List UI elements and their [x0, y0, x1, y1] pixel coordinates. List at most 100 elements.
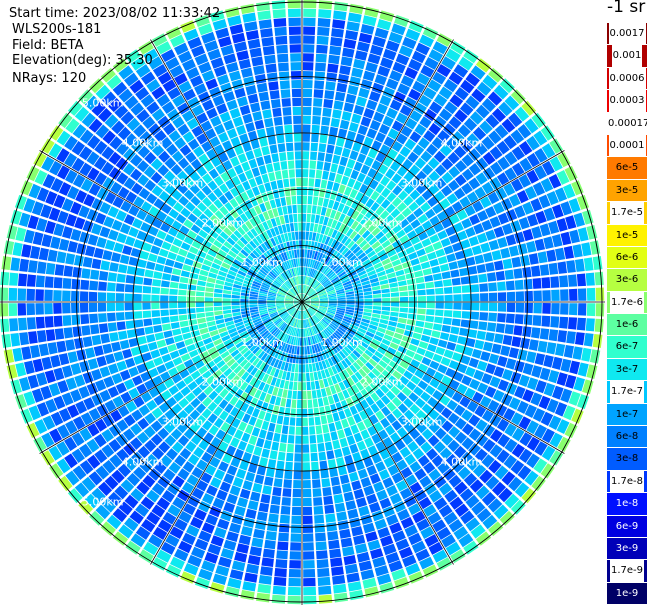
range-gate-cell	[365, 209, 375, 219]
range-gate-cell	[243, 349, 252, 358]
colorbar-level: 3e-7	[607, 358, 647, 382]
range-gate-cell	[256, 128, 267, 139]
range-gate-cell	[143, 318, 153, 327]
range-gate-cell	[112, 508, 128, 523]
range-gate-cell	[409, 415, 421, 427]
range-gate-cell	[18, 317, 28, 331]
range-gate-cell	[284, 407, 291, 417]
range-gate-cell	[153, 356, 164, 367]
range-gate-cell	[148, 56, 163, 70]
range-gate-cell	[330, 190, 338, 201]
range-gate-cell	[119, 369, 131, 381]
range-gate-cell	[381, 406, 391, 417]
range-gate-cell	[381, 258, 391, 266]
range-gate-cell	[53, 303, 62, 314]
range-gate-cell	[524, 186, 537, 200]
range-gate-cell	[178, 540, 193, 554]
range-gate-cell	[240, 295, 249, 299]
range-gate-cell	[276, 265, 283, 274]
range-gate-cell	[428, 49, 444, 63]
range-gate-cell	[371, 338, 381, 346]
range-gate-cell	[249, 47, 262, 58]
range-gate-cell	[65, 169, 78, 184]
range-gate-cell	[275, 216, 281, 226]
range-gate-cell	[313, 335, 318, 344]
range-gate-cell	[85, 347, 96, 359]
range-gate-cell	[399, 446, 411, 458]
range-gate-cell	[186, 474, 199, 487]
range-gate-cell	[303, 595, 317, 605]
range-gate-cell	[595, 287, 605, 301]
range-gate-cell	[78, 205, 90, 218]
range-gate-cell	[405, 563, 421, 576]
range-gate-cell	[264, 476, 274, 486]
range-gate-cell	[303, 44, 315, 53]
range-gate-cell	[296, 346, 300, 355]
range-gate-cell	[262, 485, 272, 495]
range-gate-cell	[422, 328, 432, 336]
range-gate-cell	[349, 76, 361, 87]
range-gate-cell	[302, 115, 311, 124]
range-gate-cell	[251, 283, 261, 288]
range-gate-cell	[510, 412, 524, 426]
range-gate-cell	[334, 91, 346, 102]
range-gate-cell	[531, 112, 546, 129]
range-gate-cell	[319, 304, 328, 308]
range-gate-cell	[170, 556, 185, 570]
range-gate-cell	[269, 311, 278, 317]
range-gate-cell	[324, 90, 335, 100]
range-gate-cell	[199, 269, 209, 277]
range-gate-cell	[151, 504, 166, 518]
range-gate-cell	[163, 330, 173, 339]
range-gate-cell	[487, 399, 500, 413]
range-gate-cell	[314, 178, 321, 188]
range-gate-cell	[281, 312, 289, 319]
range-gate-cell	[305, 310, 310, 318]
range-gate-cell	[290, 71, 301, 80]
range-gate-cell	[353, 161, 363, 172]
range-gate-cell	[220, 350, 230, 359]
range-gate-cell	[268, 309, 277, 313]
range-gate-cell	[352, 141, 362, 152]
range-gate-cell	[363, 291, 373, 296]
range-gate-cell	[398, 317, 407, 324]
range-gate-cell	[320, 388, 327, 398]
colorbar-level: 3e-6	[607, 269, 647, 292]
range-gate-cell	[102, 130, 116, 145]
range-gate-cell	[265, 321, 274, 328]
range-gate-cell	[328, 298, 337, 301]
range-gate-cell	[228, 250, 237, 258]
range-gate-cell	[156, 364, 167, 374]
range-gate-cell	[250, 139, 260, 150]
range-gate-cell	[526, 420, 539, 435]
range-gate-cell	[79, 302, 89, 313]
range-gate-cell	[177, 468, 190, 481]
range-gate-cell	[26, 317, 36, 330]
range-gate-cell	[324, 359, 331, 368]
range-gate-cell	[255, 399, 264, 410]
range-gate-cell	[299, 285, 301, 294]
range-gate-cell	[74, 255, 84, 267]
range-gate-cell	[294, 299, 302, 302]
range-gate-cell	[289, 354, 294, 363]
range-gate-cell	[246, 188, 255, 199]
range-gate-cell	[259, 391, 267, 401]
range-gate-cell	[166, 143, 178, 156]
range-gate-cell	[298, 276, 301, 285]
range-gate-cell	[249, 291, 259, 295]
range-gate-cell	[341, 111, 352, 121]
range-gate-cell	[285, 133, 293, 143]
range-gate-cell	[474, 448, 488, 462]
range-gate-cell	[231, 298, 240, 302]
range-gate-cell	[370, 190, 380, 201]
range-gate-cell	[322, 198, 329, 208]
range-gate-cell	[299, 294, 302, 302]
range-gate-cell	[133, 285, 143, 293]
range-gate-cell	[161, 353, 172, 363]
range-gate-cell	[291, 506, 302, 516]
range-gate-cell	[388, 234, 399, 244]
range-gate-cell	[318, 361, 324, 371]
range-gate-cell	[255, 235, 263, 245]
range-gate-cell	[285, 303, 294, 306]
range-gate-cell	[330, 239, 337, 248]
